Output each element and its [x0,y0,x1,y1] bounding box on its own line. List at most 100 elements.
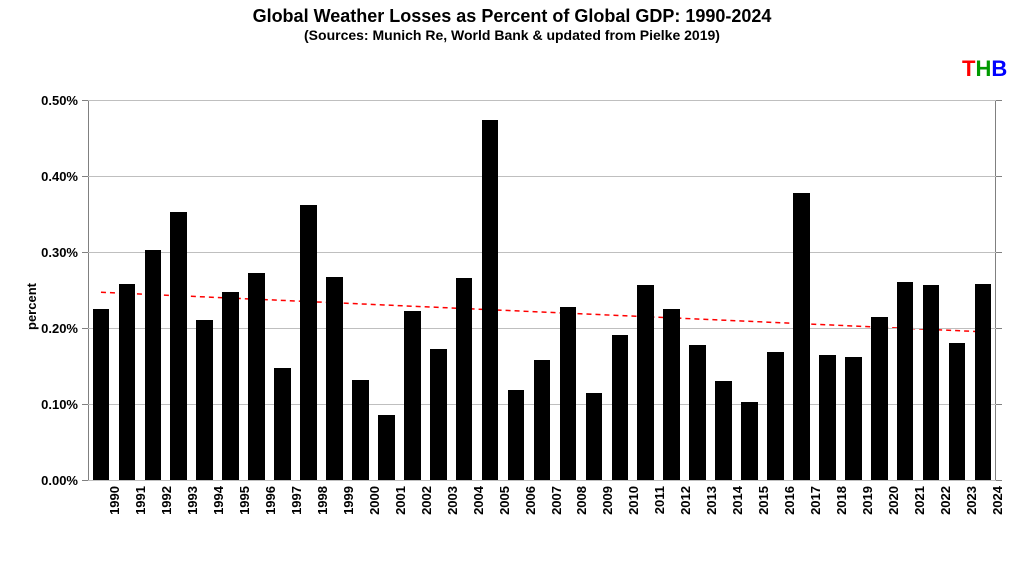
x-tick-label: 2013 [704,486,719,536]
chart-container: Global Weather Losses as Percent of Glob… [0,0,1024,568]
x-tick-label: 2019 [860,486,875,536]
bar [378,415,395,480]
x-tick-label: 2006 [523,486,538,536]
y-tick-mark [82,328,88,329]
x-tick-label: 1994 [211,486,226,536]
x-tick-label: 2011 [652,486,667,536]
bar [300,205,317,480]
bar [586,393,603,480]
bar [612,335,629,480]
x-tick-label: 1991 [133,486,148,536]
bar [949,343,966,480]
logo-letter-t: T [962,56,975,82]
logo-letter-b: B [991,56,1007,82]
thb-logo: THB [962,56,1007,82]
y-tick-mark [82,404,88,405]
bar [222,292,239,480]
plot-area: 0.00%0.10%0.20%0.30%0.40%0.50%1990199119… [88,100,996,480]
x-tick-label: 2004 [471,486,486,536]
x-tick-label: 2003 [445,486,460,536]
y-tick-mark [996,480,1002,481]
y-axis-line-left [88,100,89,480]
bar [923,285,940,480]
bar [170,212,187,480]
x-tick-label: 1998 [315,486,330,536]
bar [793,193,810,480]
y-tick-mark [82,252,88,253]
bar [352,380,369,480]
bar [767,352,784,480]
title-block: Global Weather Losses as Percent of Glob… [0,6,1024,43]
bar [534,360,551,480]
x-tick-label: 2021 [912,486,927,536]
x-tick-label: 2002 [419,486,434,536]
y-tick-mark [82,100,88,101]
bar [482,120,499,480]
y-tick-mark [996,404,1002,405]
x-tick-label: 2020 [886,486,901,536]
bar [689,345,706,480]
x-tick-label: 1996 [263,486,278,536]
bar [637,285,654,480]
x-tick-label: 2015 [756,486,771,536]
y-tick-mark [82,176,88,177]
x-tick-label: 2007 [549,486,564,536]
x-tick-label: 2018 [834,486,849,536]
bar [430,349,447,480]
bar [560,307,577,480]
y-tick-mark [996,328,1002,329]
logo-letter-h: H [975,56,991,82]
x-tick-label: 2024 [990,486,1005,536]
bar [741,402,758,480]
x-tick-label: 2005 [497,486,512,536]
bar [404,311,421,480]
gridline [88,176,996,177]
y-tick-mark [82,480,88,481]
y-tick-mark [996,176,1002,177]
x-tick-label: 1997 [289,486,304,536]
y-tick-label: 0.00% [23,473,78,488]
x-tick-label: 2014 [730,486,745,536]
gridline [88,252,996,253]
x-tick-label: 2009 [600,486,615,536]
gridline [88,480,996,481]
x-tick-label: 2016 [782,486,797,536]
bar [274,368,291,480]
x-tick-label: 2001 [393,486,408,536]
bar [119,284,136,480]
x-tick-label: 2012 [678,486,693,536]
y-tick-label: 0.20% [23,321,78,336]
x-tick-label: 2023 [964,486,979,536]
bar [508,390,525,480]
chart-subtitle: (Sources: Munich Re, World Bank & update… [0,27,1024,43]
x-tick-label: 1992 [159,486,174,536]
bar [819,355,836,480]
x-tick-label: 1990 [107,486,122,536]
bar [845,357,862,480]
x-tick-label: 1999 [341,486,356,536]
gridline [88,100,996,101]
y-tick-label: 0.10% [23,397,78,412]
x-tick-label: 2010 [626,486,641,536]
x-tick-label: 2022 [938,486,953,536]
bar [196,320,213,480]
bar [326,277,343,480]
x-tick-label: 1995 [237,486,252,536]
x-tick-label: 1993 [185,486,200,536]
bar [456,278,473,480]
bar [663,309,680,480]
bar [248,273,265,480]
y-tick-label: 0.30% [23,245,78,260]
y-tick-label: 0.50% [23,93,78,108]
x-tick-label: 2000 [367,486,382,536]
bar [897,282,914,480]
bar [93,309,110,480]
bar [715,381,732,480]
chart-title: Global Weather Losses as Percent of Glob… [0,6,1024,27]
y-tick-label: 0.40% [23,169,78,184]
bar [145,250,162,480]
bar [975,284,992,480]
x-tick-label: 2008 [574,486,589,536]
y-axis-line-right [995,100,996,480]
y-tick-mark [996,100,1002,101]
